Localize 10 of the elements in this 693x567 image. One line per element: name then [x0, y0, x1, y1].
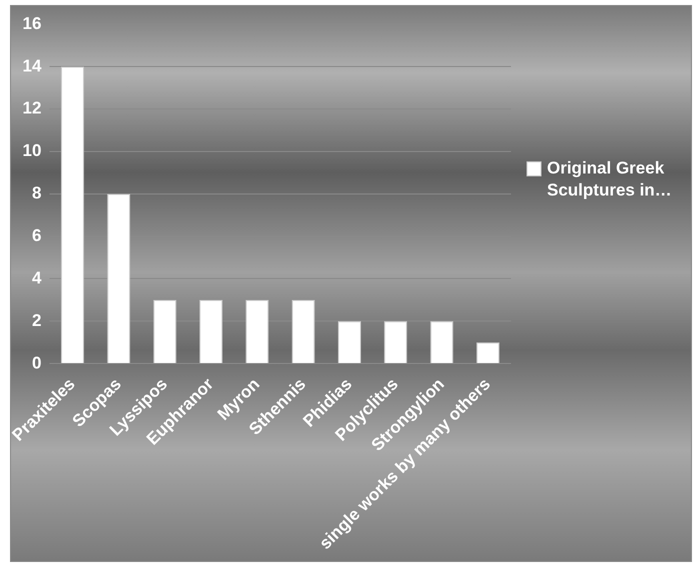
y-tick-label: 0	[32, 353, 42, 372]
y-tick-label: 4	[32, 268, 42, 288]
y-tick-label: 10	[22, 141, 42, 160]
y-tick-label: 12	[22, 98, 42, 118]
y-tick-label: 8	[32, 184, 42, 203]
y-tick-label: 14	[22, 56, 42, 76]
legend-label: Original Greek Sculptures in…	[547, 158, 672, 200]
y-tick-label: 6	[32, 226, 42, 245]
y-tick-label: 2	[32, 310, 42, 330]
y-tick-label: 16	[22, 14, 42, 33]
